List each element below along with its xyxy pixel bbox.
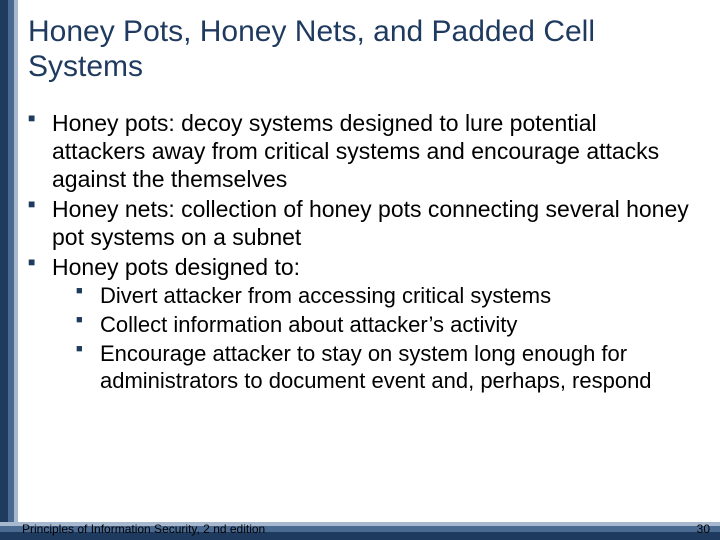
list-item: Honey nets: collection of honey pots con… (52, 195, 696, 251)
list-item: Collect information about attacker’s act… (100, 312, 696, 339)
footer-text: Principles of Information Security, 2 nd… (22, 522, 265, 536)
border-stripe-light (14, 0, 18, 540)
list-item-text: Honey pots designed to: (52, 254, 300, 280)
slide-title: Honey Pots, Honey Nets, and Padded Cell … (28, 14, 696, 85)
slide-number: 30 (697, 522, 710, 536)
list-item: Encourage attacker to stay on system lon… (100, 341, 696, 395)
bullet-sublist: Divert attacker from accessing critical … (52, 283, 696, 394)
left-border-decoration (0, 0, 18, 540)
list-item: Honey pots: decoy systems designed to lu… (52, 109, 696, 193)
border-stripe-dark (0, 0, 8, 540)
slide-content: Honey Pots, Honey Nets, and Padded Cell … (28, 14, 696, 396)
list-item: Divert attacker from accessing critical … (100, 283, 696, 310)
list-item: Honey pots designed to: Divert attacker … (52, 253, 696, 394)
bullet-list: Honey pots: decoy systems designed to lu… (28, 109, 696, 395)
